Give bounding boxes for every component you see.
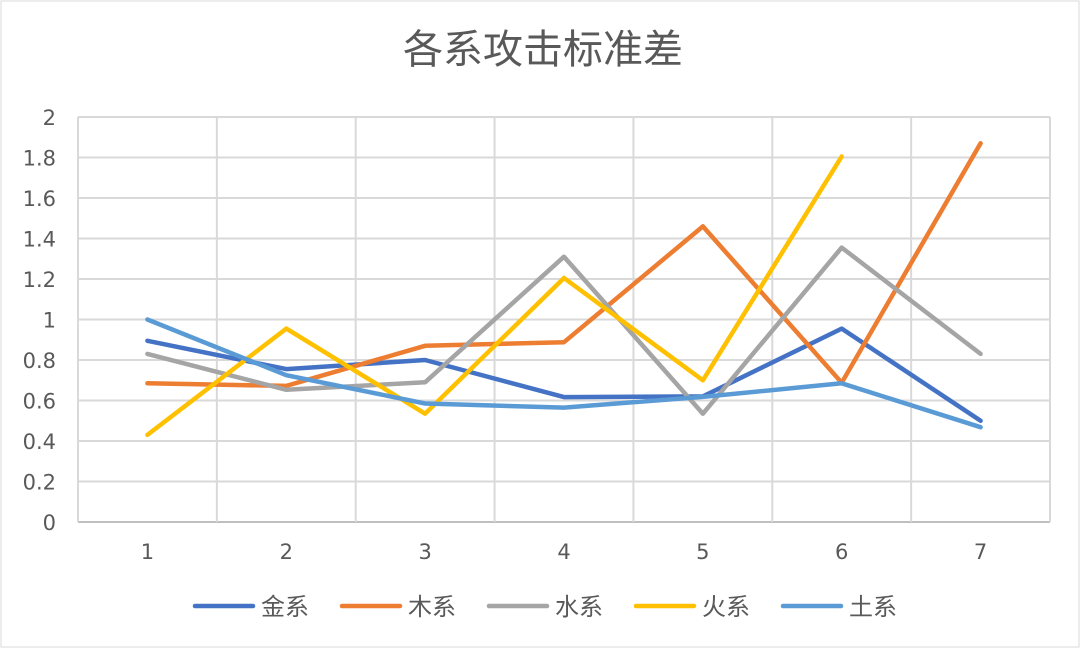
x-tick-label: 4: [557, 540, 570, 564]
gridlines: [77, 116, 1051, 523]
x-tick-label: 6: [835, 540, 848, 564]
y-tick-label: 1.2: [23, 268, 56, 292]
series-line-土系: [145, 317, 983, 430]
legend-label: 金系: [261, 593, 309, 621]
x-tick-label: 3: [418, 540, 431, 564]
x-axis-ticks: 1 2 3 4 5 6 7: [141, 540, 988, 564]
y-axis-ticks: 0 0.2 0.4 0.6 0.8 1 1.2 1.4 1.6 1.8 2: [23, 106, 56, 535]
y-tick-label: 1.8: [23, 147, 56, 171]
y-tick-label: 0.4: [23, 430, 56, 454]
y-tick-label: 0.2: [23, 471, 56, 495]
legend-label: 火系: [702, 593, 750, 621]
series-line-金系: [145, 326, 983, 424]
legend: 金系 木系 水系 火系 土系: [192, 593, 897, 621]
y-tick-label: 0.6: [23, 390, 56, 414]
y-tick-label: 1.4: [23, 228, 56, 252]
legend-label: 木系: [408, 593, 456, 621]
y-tick-label: 2: [43, 106, 56, 130]
series-line-水系: [145, 245, 983, 416]
chart-title: 各系攻击标准差: [403, 27, 683, 73]
y-tick-label: 0: [43, 511, 56, 535]
y-tick-label: 1: [43, 309, 56, 333]
series-lines: [145, 141, 983, 438]
legend-label: 土系: [849, 593, 897, 621]
y-tick-label: 1.6: [23, 187, 56, 211]
x-tick-label: 2: [280, 540, 293, 564]
x-tick-label: 5: [696, 540, 709, 564]
x-tick-label: 1: [141, 540, 154, 564]
x-tick-label: 7: [974, 540, 987, 564]
y-tick-label: 0.8: [23, 349, 56, 373]
series-line-火系: [145, 154, 844, 438]
legend-label: 水系: [555, 593, 603, 621]
